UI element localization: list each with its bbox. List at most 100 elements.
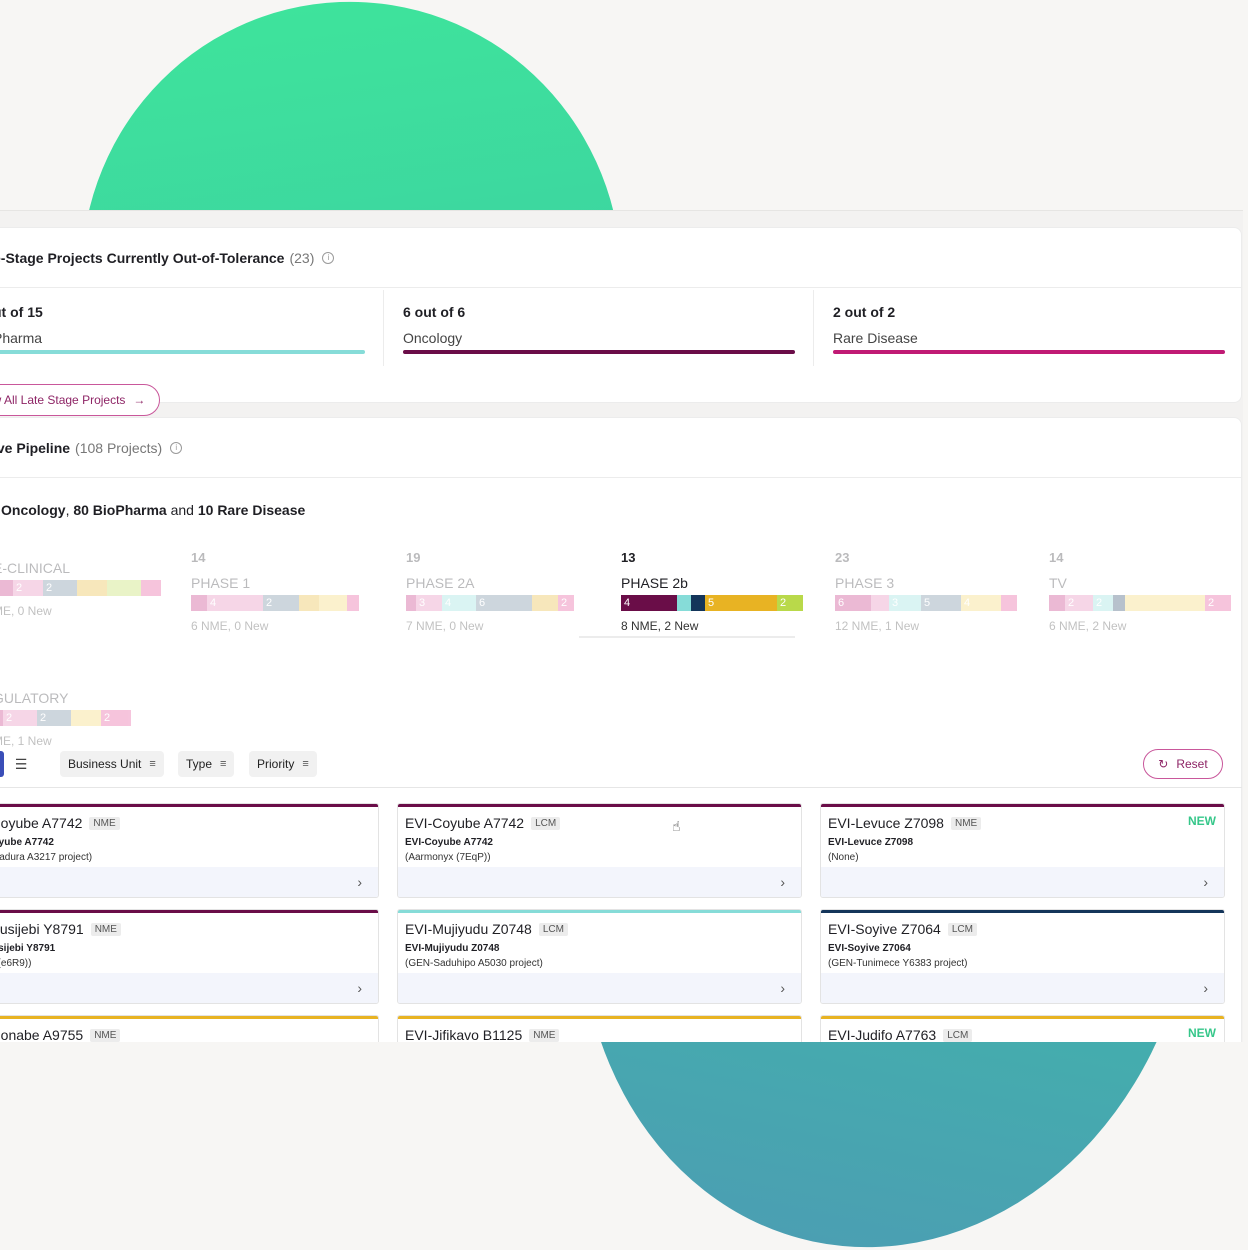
phase-name: E-CLINICAL xyxy=(0,560,71,576)
project-subtitle: EVI-Coyube A7742 xyxy=(405,837,493,848)
mouse-cursor-icon: ☝ xyxy=(672,818,681,834)
project-subtitle: EVI-Soyive Z7064 xyxy=(828,943,911,954)
card-footer[interactable]: › xyxy=(0,973,378,1003)
chevron-right-icon[interactable]: › xyxy=(780,874,785,890)
tolerance-panel: e-Stage Projects Currently Out-of-Tolera… xyxy=(0,227,1242,416)
project-type-badge: LCM xyxy=(947,922,977,936)
filter-type[interactable]: Type ≡ xyxy=(178,751,235,777)
phase-3[interactable]: 23 PHASE 3 6 3 5 4 12 NME, 1 New xyxy=(835,550,1017,633)
filter-icon: ≡ xyxy=(220,758,227,770)
phase-tv[interactable]: 14 TV 2 2 2 6 NME, 2 New xyxy=(1049,550,1231,633)
tolerance-label: Oncology xyxy=(403,330,463,346)
project-type-badge: LCM xyxy=(538,922,568,936)
chevron-right-icon[interactable]: › xyxy=(780,980,785,996)
info-icon[interactable]: i xyxy=(322,251,335,264)
chevron-right-icon[interactable]: › xyxy=(357,874,362,890)
project-card[interactable]: EVI-Soyive Z7064 LCM EVI-Soyive Z7064 (GEN-… xyxy=(820,909,1225,1004)
phase-name: PHASE 1 xyxy=(191,575,251,591)
summary-biopharma: 80 BioPharma xyxy=(73,502,167,518)
card-footer[interactable]: › xyxy=(821,867,1224,897)
chevron-right-icon[interactable]: › xyxy=(1203,980,1208,996)
phase-bar: 6 3 5 4 xyxy=(835,595,1017,611)
project-title: I-Coyube A7742 NME xyxy=(0,815,378,831)
project-type-badge: NME xyxy=(90,922,121,936)
filter-toolbar: ☰ Business Unit ≡ Type ≡ Priority ≡ ↻ Re… xyxy=(0,749,1242,789)
project-type-badge: LCM xyxy=(943,1028,973,1042)
chevron-right-icon[interactable]: › xyxy=(1203,874,1208,890)
view-all-late-stage-button[interactable]: ew All Late Stage Projects → xyxy=(0,384,161,416)
card-footer[interactable]: › xyxy=(821,973,1224,1003)
reset-button[interactable]: ↻ Reset xyxy=(1143,749,1223,779)
summary-oncology: Oncology xyxy=(1,502,66,518)
project-origin: (Aarmonyx (7EqP)) xyxy=(405,852,491,863)
tolerance-card-oncology[interactable]: 6 out of 6 Oncology xyxy=(403,304,795,374)
phase-name: GULATORY xyxy=(0,690,69,706)
project-title: I-Donabe A9755 NME xyxy=(0,1027,378,1042)
phase-name: PHASE 2b xyxy=(621,575,688,591)
phase-bar: 2 2 2 xyxy=(1049,595,1231,611)
project-card[interactable]: EVI-Coyube A7742 LCM EVI-Coyube A7742 (Aarm… xyxy=(397,803,802,898)
project-origin: N-Sadura A3217 project) xyxy=(0,852,93,863)
card-footer[interactable]: › xyxy=(398,867,801,897)
project-title: EVI-Jifikavo B1125 NME xyxy=(405,1027,801,1042)
grid-view-toggle[interactable] xyxy=(0,751,4,777)
list-icon[interactable]: ☰ xyxy=(14,756,28,772)
phase-name: PHASE 3 xyxy=(835,575,895,591)
tolerance-header: e-Stage Projects Currently Out-of-Tolera… xyxy=(0,228,1241,288)
project-origin: (GEN-Tunimece Y6383 project) xyxy=(828,958,968,969)
phase-count: 13 xyxy=(621,550,636,565)
chevron-right-icon[interactable]: › xyxy=(357,980,362,996)
tolerance-ratio: 6 out of 6 xyxy=(403,304,466,320)
tolerance-ratio: 2 out of 2 xyxy=(833,304,896,320)
info-icon[interactable]: i xyxy=(170,441,183,454)
card-footer[interactable]: › xyxy=(398,973,801,1003)
view-all-label: ew All Late Stage Projects xyxy=(0,393,126,407)
tolerance-label: Rare Disease xyxy=(833,330,918,346)
project-title: EVI-Judifo A7763 LCM xyxy=(828,1027,1224,1042)
project-card[interactable]: I-Xusijebi Y8791 NME -Xusijebi Y8791 gis (e… xyxy=(0,909,379,1004)
decorative-blob-bottom xyxy=(600,1030,1248,1250)
filter-business-unit[interactable]: Business Unit ≡ xyxy=(60,751,164,777)
phase-2b[interactable]: 13 PHASE 2b 4 5 2 8 NME, 2 New xyxy=(621,550,803,633)
new-badge: NEW xyxy=(1188,1026,1216,1040)
project-subtitle: -Coyube A7742 xyxy=(0,837,54,848)
project-title: EVI-Coyube A7742 LCM xyxy=(405,815,801,831)
project-type-badge: NME xyxy=(90,1028,121,1042)
phase-bar: 3 4 6 2 xyxy=(406,595,574,611)
phase-sub: ME, 1 New xyxy=(0,734,52,748)
project-title: EVI-Levuce Z7098 NME xyxy=(828,815,1224,831)
phase-count: 19 xyxy=(406,550,421,565)
phase-regulatory[interactable]: GULATORY 2 2 2 ME, 1 New xyxy=(0,680,161,748)
tolerance-bar xyxy=(0,350,365,354)
project-subtitle: -Xusijebi Y8791 xyxy=(0,943,56,954)
tolerance-card-rare-disease[interactable]: 2 out of 2 Rare Disease xyxy=(833,304,1225,374)
project-origin: gis (e6R9)) xyxy=(0,958,32,969)
app-window: e-Stage Projects Currently Out-of-Tolera… xyxy=(0,210,1243,1042)
filter-priority[interactable]: Priority ≡ xyxy=(249,751,317,777)
project-type-badge: NME xyxy=(89,816,120,830)
project-title: I-Xusijebi Y8791 NME xyxy=(0,921,378,937)
phase-sub: 8 NME, 2 New xyxy=(621,619,699,633)
project-card[interactable]: I-Coyube A7742 NME -Coyube A7742 N-Sadura A… xyxy=(0,803,379,898)
project-type-badge: NME xyxy=(529,1028,560,1042)
tolerance-card-pharma[interactable]: ut of 15 Pharma xyxy=(0,304,365,374)
project-subtitle: EVI-Mujiyudu Z0748 xyxy=(405,943,500,954)
phase-count: 23 xyxy=(835,550,850,565)
phase-name: TV xyxy=(1049,575,1067,591)
tolerance-ratio: ut of 15 xyxy=(0,304,43,320)
phase-1[interactable]: 14 PHASE 1 4 2 6 NME, 0 New xyxy=(191,550,359,633)
pipeline-summary: Oncology, 80 BioPharma and 10 Rare Disea… xyxy=(1,502,305,518)
project-card[interactable]: EVI-Levuce Z7098 NME NEW EVI-Levuce Z7098 (N… xyxy=(820,803,1225,898)
phase-bar: 4 5 2 xyxy=(621,595,803,611)
project-type-badge: NME xyxy=(950,816,982,830)
card-footer[interactable]: › xyxy=(0,867,378,897)
project-card[interactable]: EVI-Mujiyudu Z0748 LCM EVI-Mujiyudu Z0748 (… xyxy=(397,909,802,1004)
project-name: I-Coyube A7742 xyxy=(0,815,83,831)
project-name: I-Donabe A9755 xyxy=(0,1027,84,1042)
reset-label: Reset xyxy=(1176,757,1208,771)
phase-preclinical[interactable]: E-CLINICAL 2 2 ME, 0 New xyxy=(0,550,161,618)
phase-2a[interactable]: 19 PHASE 2A 3 4 6 2 7 NME, 0 New xyxy=(406,550,574,633)
